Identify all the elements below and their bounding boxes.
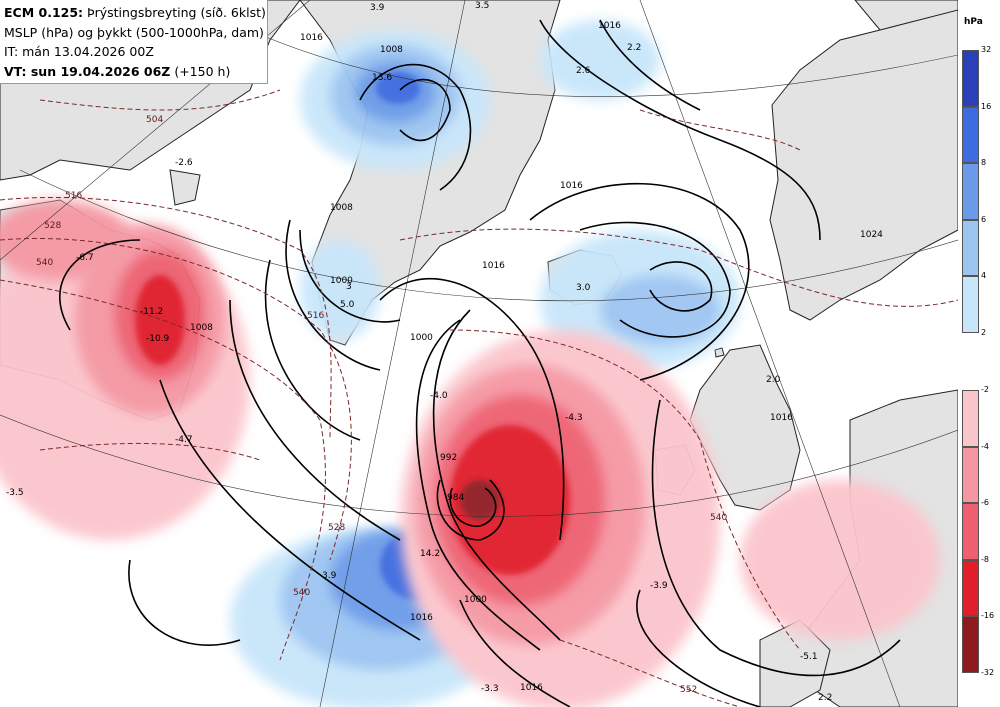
pressure-change-label: -11.2 [140, 307, 163, 317]
pressure-change-label: -3.9 [650, 581, 668, 591]
pressure-change-label: 14.2 [420, 549, 440, 559]
isobar-label: 1008 [190, 323, 213, 333]
legend-swatch-positive [962, 106, 979, 163]
color-legend: hPa 32 16 8 6 4 2 -2 -4 -6 -8 -16 -32 [958, 0, 1000, 707]
pressure-change-label: -4.3 [565, 413, 583, 423]
isobar-label: 1000 [464, 595, 487, 605]
legend-tick-positive: 6 [981, 214, 987, 224]
pressure-change-label: 3.5 [475, 1, 489, 11]
thickness-label: 528 [44, 221, 61, 231]
change-labels: 3.9 3.5 2.2 2.6 13.6 -2.6 -6.7 3.0 3 5.0 -11.2 -10.… [6, 1, 832, 703]
thickness-label: 528 [328, 523, 345, 533]
pressure-change-label: 13.6 [372, 73, 392, 83]
pressure-change-label: 3.9 [370, 3, 385, 13]
isobar-label: 1008 [330, 203, 353, 213]
pressure-change-label: -5.1 [800, 652, 818, 662]
pressure-change-label: 2.6 [576, 66, 591, 76]
legend-tick-positive: 16 [981, 101, 992, 111]
thickness-label: 540 [293, 588, 310, 598]
lead-time: (+150 h) [170, 63, 231, 79]
isobar-label: 984 [447, 493, 464, 503]
pressure-change-label: 2.2 [627, 43, 641, 53]
pressure-change-label: -10.9 [146, 334, 170, 344]
thickness-label: 540 [36, 258, 53, 268]
thickness-label: 552 [680, 685, 697, 695]
legend-tick-negative: -2 [981, 385, 989, 394]
legend-swatch-negative [962, 446, 979, 503]
pressure-change-label: 3 [346, 282, 352, 292]
isobar-label: 1000 [330, 276, 353, 286]
pressure-change-label: -4.0 [430, 391, 448, 401]
thickness-label: 540 [710, 513, 727, 523]
thickness-labels: 504 516 528 540 516 528 540 540 552 [36, 115, 727, 695]
isobar-label: 992 [440, 453, 457, 463]
pressure-change-label: 5.0 [340, 300, 355, 310]
pressure-change-label: -2.6 [175, 158, 193, 168]
legend-swatch-positive [962, 50, 979, 107]
pressure-change-label: 2.0 [766, 375, 781, 385]
legend-tick-negative: -8 [981, 554, 989, 564]
legend-swatch-positive [962, 219, 979, 276]
isobar-label: 1008 [380, 45, 403, 55]
legend-tick-negative: -32 [981, 667, 995, 677]
pressure-change-label: -6.7 [76, 253, 94, 263]
isobar-label: 1016 [410, 613, 433, 623]
pressure-change-label: 2.2 [818, 693, 832, 703]
legend-tick-positive: 8 [981, 158, 987, 167]
thickness-label: 516 [307, 311, 324, 321]
legend-tick-positive: 2 [981, 327, 987, 337]
legend-tick-negative: -16 [981, 611, 995, 620]
legend-swatch-negative [962, 616, 979, 673]
pressure-change-label: -3.3 [481, 684, 499, 694]
land-scandinavia [769, 9, 958, 321]
isobars [59, 19, 901, 707]
isobar-label: 1016 [560, 181, 583, 191]
map-area: 1016 1008 1016 1008 1000 1000 1016 1016 1008 992 9… [0, 0, 958, 707]
title-model: ECM 0.125: [4, 5, 84, 20]
isobar-labels: 1016 1008 1016 1008 1000 1000 1016 1016 1008 992 9… [190, 21, 883, 693]
legend-swatch-positive [962, 276, 979, 333]
thickness-lines [0, 89, 958, 707]
info-box: ECM 0.125: Þrýstingsbreyting (síð. 6klst… [0, 0, 268, 84]
isobar-label: 1000 [410, 333, 433, 343]
subtitle-line: MSLP (hPa) og þykkt (500-1000hPa, dam) [4, 24, 264, 40]
pressure-change-label: 3.9 [322, 571, 337, 581]
land-faroe [714, 347, 725, 358]
legend-tick-negative: -6 [981, 498, 989, 507]
title-line: ECM 0.125: Þrýstingsbreyting (síð. 6klst… [4, 3, 267, 23]
legend-tick-positive: 32 [981, 45, 992, 54]
init-time: IT: mán 13.04.2026 00Z [4, 44, 154, 59]
land-baffin-small [169, 169, 201, 206]
isobar-label: 1016 [300, 33, 323, 43]
isobar-label: 1016 [770, 413, 793, 423]
legend-swatch-positive [962, 163, 979, 220]
pressure-change-label: -3.5 [6, 488, 24, 498]
thickness-label: 504 [146, 115, 163, 125]
map-svg: 1016 1008 1016 1008 1000 1000 1016 1016 1008 992 9… [0, 0, 958, 707]
title-field: Þrýstingsbreyting (síð. 6klst) [83, 5, 266, 20]
graticule [0, 0, 958, 707]
thickness-label: 516 [65, 191, 82, 201]
pressure-change-label: 3.0 [576, 283, 591, 293]
valid-time-line: VT: sun 19.04.2026 06Z (+150 h) [4, 62, 267, 82]
legend-tick-negative: -4 [981, 441, 989, 451]
legend-swatch-negative [962, 503, 979, 560]
legend-unit: hPa [964, 17, 983, 27]
legend-swatch-negative [962, 559, 979, 616]
isobar-label: 1016 [520, 683, 543, 693]
isobar-label: 1024 [860, 230, 883, 240]
pressure-change-shading [0, 20, 940, 707]
isobar-label: 1016 [482, 261, 505, 271]
valid-time: VT: sun 19.04.2026 06Z [4, 63, 171, 79]
legend-tick-positive: 4 [981, 271, 987, 280]
pressure-change-label: -4.7 [175, 435, 193, 445]
isobar-label: 1016 [598, 21, 621, 31]
legend-swatch-negative [962, 390, 979, 447]
